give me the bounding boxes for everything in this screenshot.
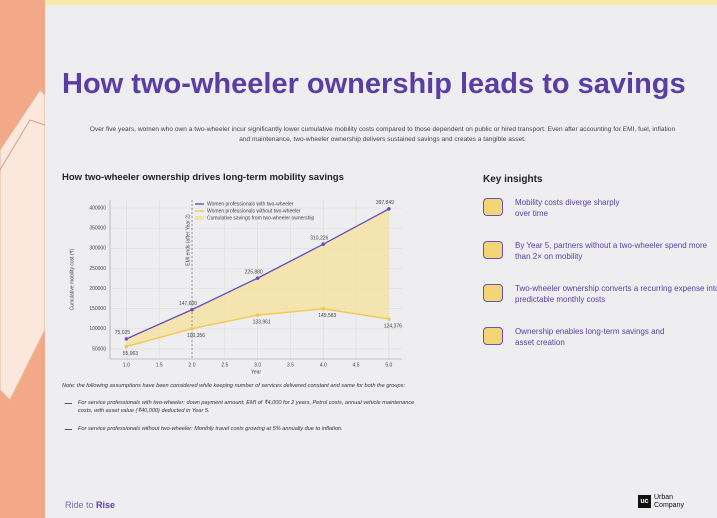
intro-text: Over five years, women who own a two-whe… — [85, 125, 680, 145]
y-tick-label: 400000 — [89, 205, 106, 211]
dash — [65, 429, 72, 430]
insight-icon — [483, 327, 503, 345]
insight: Two-wheeler ownership converts a recurri… — [515, 283, 717, 305]
y-tick-label: 50000 — [92, 346, 106, 352]
logo-line: Urban — [654, 494, 684, 502]
x-tick-label: 2.0 — [189, 362, 196, 368]
value-label: 225,880 — [245, 269, 263, 275]
logo-mark: uc — [638, 495, 651, 508]
insights-title: Key insights — [483, 174, 542, 185]
phone-decor — [0, 0, 45, 518]
value-label: 55,963 — [123, 351, 139, 357]
value-label: 133,961 — [253, 319, 271, 325]
x-tick-label: 1.5 — [156, 362, 163, 368]
insight-icon — [483, 284, 503, 302]
legend-label: Cumulative savings from two-wheeler owne… — [207, 215, 314, 221]
x-tick-label: 3.5 — [287, 362, 294, 368]
footer-text: Ride to — [65, 500, 94, 510]
insight: By Year 5, partners without a two-wheele… — [515, 240, 715, 262]
value-label: 75,025 — [115, 330, 131, 336]
footer-brand: Rise — [96, 500, 115, 510]
y-tick-label: 150000 — [89, 306, 106, 312]
x-tick-label: 3.0 — [254, 362, 261, 368]
x-tick-label: 2.5 — [221, 362, 228, 368]
value-label: 147,600 — [179, 301, 197, 307]
legend-swatch — [195, 216, 204, 220]
point — [321, 307, 325, 311]
point — [190, 327, 194, 331]
logo-line: Company — [654, 502, 684, 510]
legend-label: Women professionals without two-wheeler — [207, 208, 301, 214]
value-label: 100,356 — [187, 333, 205, 339]
x-tick-label: 4.5 — [353, 362, 360, 368]
y-tick-label: 300000 — [89, 246, 106, 252]
x-tick-label: 5.0 — [385, 362, 392, 368]
footer: Ride to Rise — [65, 500, 115, 510]
point — [387, 207, 391, 211]
insight-icon — [483, 198, 503, 216]
insight: Mobility costs diverge sharply over time — [515, 197, 635, 219]
value-label: 124,376 — [384, 323, 402, 329]
note-item: For service professionals without two-wh… — [78, 425, 423, 433]
x-axis-label: Year — [251, 369, 261, 375]
value-label: 397,849 — [376, 200, 394, 206]
slide: How two-wheeler ownership leads to savin… — [45, 0, 717, 518]
point — [125, 337, 129, 341]
y-axis-label: Cumulative mobility cost (₹) — [69, 248, 75, 310]
point — [256, 313, 260, 317]
point — [256, 276, 260, 280]
point — [190, 308, 194, 312]
top-strip — [45, 0, 717, 5]
x-tick-label: 4.0 — [320, 362, 327, 368]
x-tick-label: 1.0 — [123, 362, 130, 368]
y-tick-label: 250000 — [89, 266, 106, 272]
note: Note: the following assumptions have bee… — [62, 382, 422, 390]
point — [321, 242, 325, 246]
annotation: EMI ends (after Year 2) — [185, 214, 191, 266]
legend-label: Women professionals with two-wheeler — [207, 201, 294, 207]
value-label: 149,583 — [318, 313, 336, 319]
slide-title: How two-wheeler ownership leads to savin… — [62, 68, 686, 101]
y-tick-label: 350000 — [89, 226, 106, 232]
chart: 50000 100000 150000 200000 250000 300000 35000… — [45, 190, 425, 375]
insight: Ownership enables long-term savings and … — [515, 326, 665, 348]
note-item: For service professionals with two-wheel… — [78, 399, 423, 415]
chart-title: How two-wheeler ownership drives long-te… — [62, 172, 344, 183]
point — [125, 345, 129, 349]
point — [387, 317, 391, 321]
dash — [65, 403, 72, 404]
page: How two-wheeler ownership leads to savin… — [0, 0, 717, 518]
value-label: 310,226 — [310, 236, 328, 242]
y-tick-label: 100000 — [89, 326, 106, 332]
insight-icon — [483, 241, 503, 259]
y-tick-label: 200000 — [89, 286, 106, 292]
